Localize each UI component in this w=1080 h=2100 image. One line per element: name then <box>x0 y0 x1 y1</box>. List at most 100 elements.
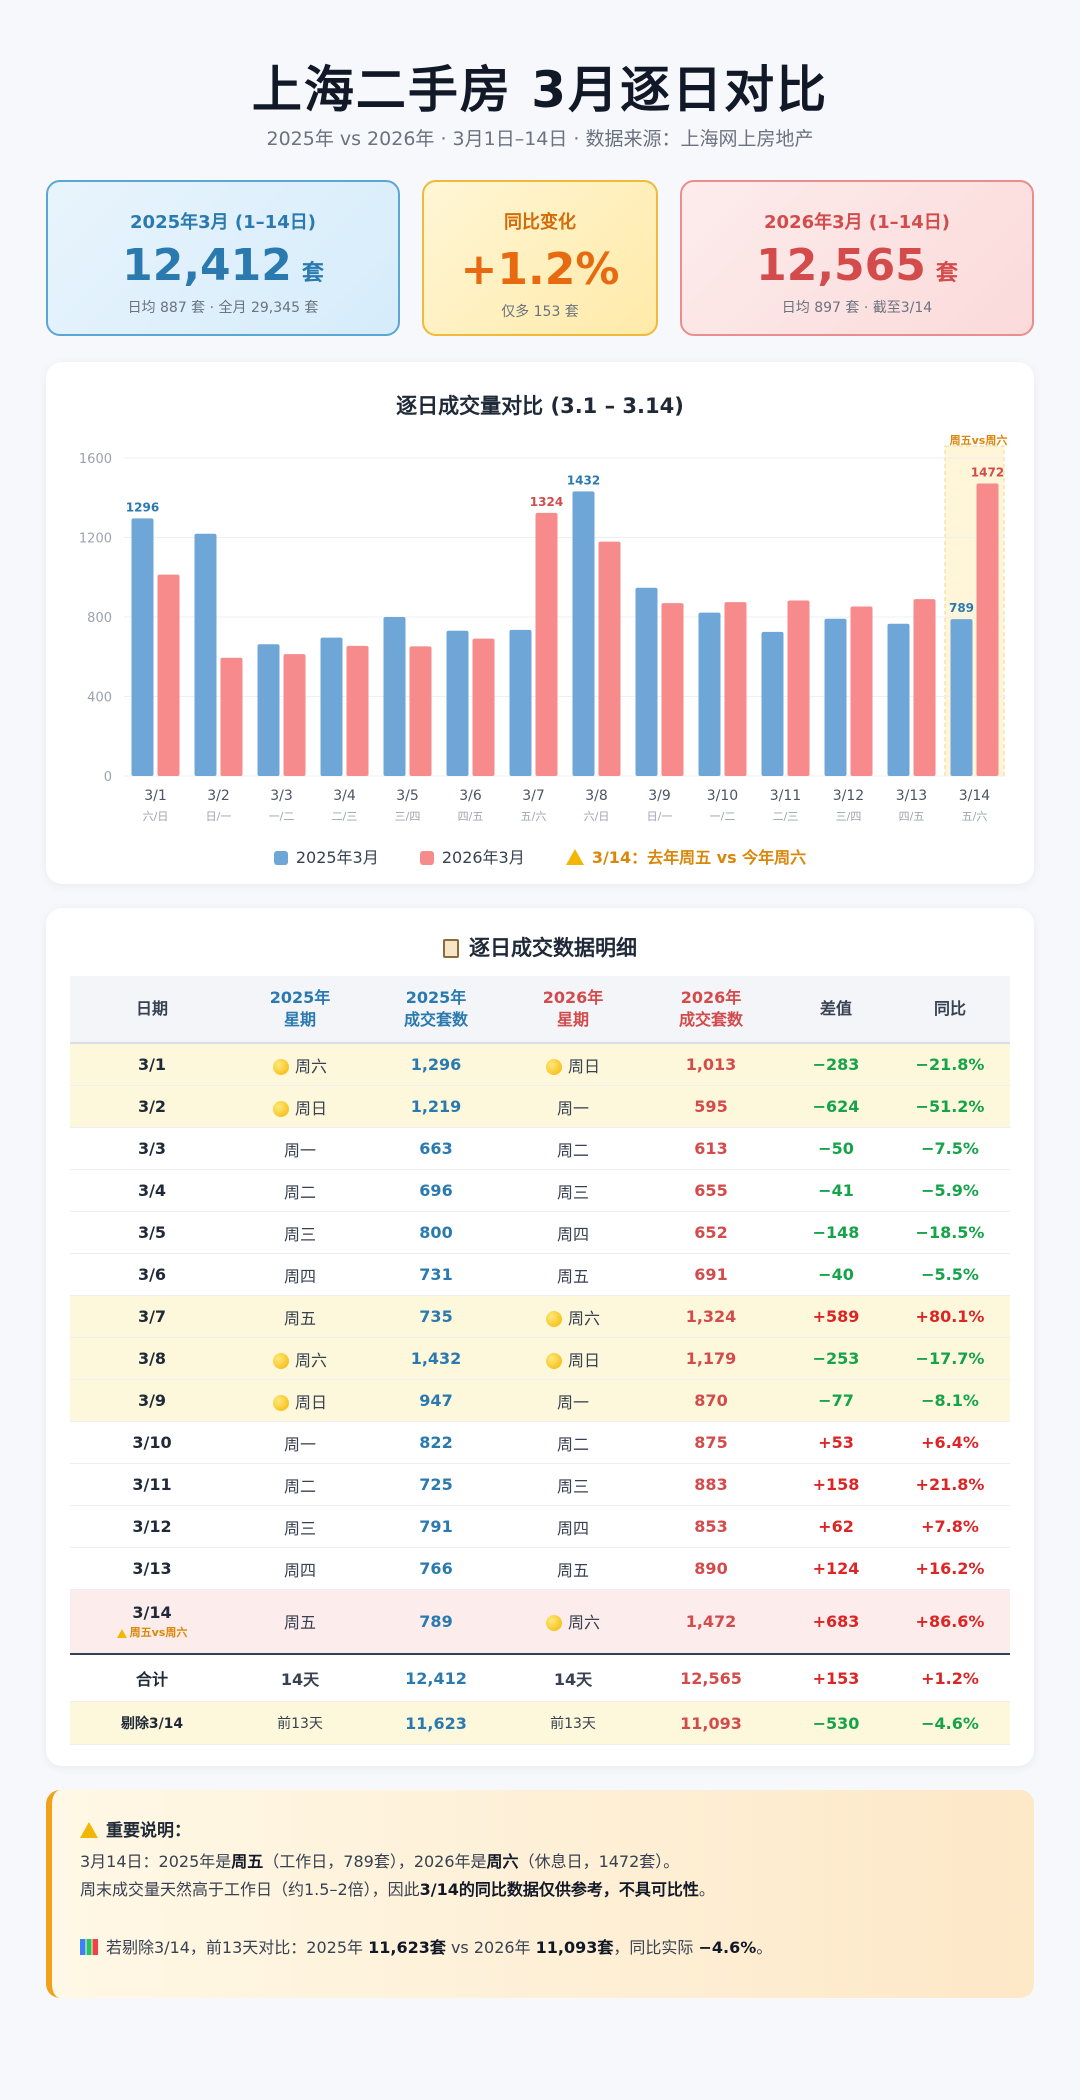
diff-cell: +158 <box>812 1475 860 1494</box>
count-2025: 731 <box>419 1265 453 1284</box>
bar-2026 <box>535 512 558 776</box>
x-tick-label: 3/10 <box>707 788 738 804</box>
bar-chart-icon <box>80 1939 98 1955</box>
weekday-text: 周四 <box>556 1518 589 1538</box>
table-row: 3/8 周六 1,432 周日 1,179 −253 −17.7% <box>70 1338 1010 1380</box>
header-cell: 2025年 星期 <box>269 988 331 1029</box>
diff-cell: −283 <box>812 1055 860 1074</box>
count-2025: 947 <box>419 1391 453 1410</box>
card-change: 同比变化 +1.2% 仅多 153 套 <box>422 180 658 336</box>
weekend-sun-icon <box>545 1058 562 1075</box>
diff-cell: +683 <box>812 1611 860 1631</box>
pct-cell: +1.2% <box>921 1668 979 1688</box>
notice-box: 重要说明： 3月14日：2025年是周五（工作日，789套），2026年是周六（… <box>46 1790 1034 1998</box>
header-cell: 2026年 成交套数 <box>678 988 743 1029</box>
bar-2026 <box>409 646 432 776</box>
card-2026-number: 12,565 <box>756 240 926 291</box>
table-title-text: 逐日成交数据明细 <box>469 936 637 960</box>
count-2026: 875 <box>694 1433 728 1452</box>
chart-title: 逐日成交量对比 (3.1 – 3.14) <box>396 394 684 418</box>
chart-legend: 2025年3月 2026年3月 3/14：去年周五 vs 今年周六 <box>46 844 1034 868</box>
weekday-cell: 周一 <box>506 1095 640 1119</box>
x-tick-label: 3/8 <box>585 788 608 804</box>
weekday-text: 周三 <box>556 1476 589 1496</box>
weekday-text: 周日 <box>567 1056 600 1076</box>
x-sublabel: 二/三 <box>332 810 358 823</box>
card-change-value: +1.2% <box>460 244 620 295</box>
bar-2025 <box>824 618 847 776</box>
x-sublabel: 四/五 <box>458 810 484 823</box>
header-cell: 2025年 成交套数 <box>403 988 468 1029</box>
table-row: 3/12 周三 791 周四 853 +62 +7.8% <box>70 1506 1010 1548</box>
weekday-text: 周一 <box>283 1434 316 1454</box>
weekday-cell: 周六 <box>234 1347 366 1371</box>
weekday-cell: 周四 <box>234 1557 366 1581</box>
bar-chart: 周五vs周六 0 400 800 1200 1600 1296 1324 1432 789 1472… <box>79 433 1008 823</box>
weekday-text: 周四 <box>556 1224 589 1244</box>
x-tick-label: 3/7 <box>522 788 545 804</box>
excl-row: 剔除3/14 前13天 11,623 前13天 11,093 −530 −4.6% <box>70 1702 1010 1745</box>
x-sublabel: 一/二 <box>710 810 736 823</box>
highlight-label: 周五vs周六 <box>950 433 1008 447</box>
weekday-text: 周一 <box>283 1140 316 1160</box>
weekday-cell: 周日 <box>234 1095 366 1119</box>
bar-2025 <box>509 629 532 776</box>
count-2026: 655 <box>694 1181 728 1200</box>
pct-cell: +7.8% <box>921 1517 979 1536</box>
bar-2025 <box>320 637 343 776</box>
date-text: 3/2 <box>137 1097 167 1116</box>
diff-cell: −530 <box>812 1713 860 1733</box>
weekend-sun-icon <box>272 1058 289 1075</box>
weekday-cell: 周六 <box>506 1609 640 1633</box>
bar-2026 <box>724 602 747 776</box>
diff-cell: −624 <box>812 1097 860 1116</box>
bar-2026 <box>598 541 621 776</box>
weekday-text: 周二 <box>283 1182 316 1202</box>
pct-cell: −5.9% <box>921 1181 979 1200</box>
pct-cell: −17.7% <box>915 1349 985 1368</box>
weekday-text: 周五 <box>283 1613 316 1632</box>
diff-cell: +62 <box>818 1517 854 1536</box>
days-cell: 前13天 <box>550 1716 596 1732</box>
weekend-sun-icon <box>545 1615 562 1631</box>
weekday-cell: 周一 <box>506 1389 640 1413</box>
x-sublabel: 一/二 <box>269 810 295 823</box>
weekday-cell: 周一 <box>234 1431 366 1455</box>
legend-swatch-2026 <box>419 851 434 865</box>
pct-cell: +80.1% <box>915 1307 985 1326</box>
bar-2026 <box>850 606 873 776</box>
x-sublabel: 日/一 <box>647 810 673 823</box>
date-subnote-text: 周五vs周六 <box>129 1625 188 1639</box>
days-cell: 14天 <box>280 1670 320 1689</box>
legend-label-2026: 2026年3月 <box>441 848 525 867</box>
date-cell: 3/1 <box>70 1055 234 1074</box>
days-cell: 14天 <box>553 1670 593 1689</box>
count-2025: 725 <box>419 1475 453 1494</box>
bar-2026 <box>283 654 306 776</box>
total-row: 合计 14天 12,412 14天 12,565 +153 +1.2% <box>70 1653 1010 1702</box>
weekday-cell: 周二 <box>234 1179 366 1203</box>
pct-cell: −4.6% <box>921 1713 979 1733</box>
x-tick-label: 3/11 <box>770 788 801 804</box>
count-2026: 1,179 <box>685 1349 737 1368</box>
legend-label-2025: 2025年3月 <box>295 848 379 867</box>
notice-title-text: 重要说明： <box>106 1821 191 1841</box>
data-label: 1472 <box>971 465 1004 479</box>
weekday-text: 周二 <box>556 1140 589 1160</box>
table-row: 3/14 周五vs周六 周五 789 周六 1,472 +683 +86.6% <box>70 1590 1010 1653</box>
bar-2026 <box>661 603 684 776</box>
bar-2025 <box>383 617 406 776</box>
table-row: 3/10 周一 822 周二 875 +53 +6.4% <box>70 1422 1010 1464</box>
diff-cell: −50 <box>818 1139 854 1158</box>
y-tick-label: 800 <box>87 611 112 626</box>
card-2025-number: 12,412 <box>122 240 292 291</box>
card-2025: 2025年3月 (1–14日) 12,412 套 日均 887 套 · 全月 29… <box>46 180 400 336</box>
table-row: 3/6 周四 731 周五 691 −40 −5.5% <box>70 1254 1010 1296</box>
pct-cell: −21.8% <box>915 1055 985 1074</box>
card-2026-value: 12,565 套 <box>682 240 1032 291</box>
pct-cell: −51.2% <box>915 1097 985 1116</box>
weekday-cell: 周五 <box>234 1305 366 1329</box>
table-row: 3/5 周三 800 周四 652 −148 −18.5% <box>70 1212 1010 1254</box>
x-tick-label: 3/5 <box>396 788 419 804</box>
y-tick-label: 0 <box>104 770 112 785</box>
